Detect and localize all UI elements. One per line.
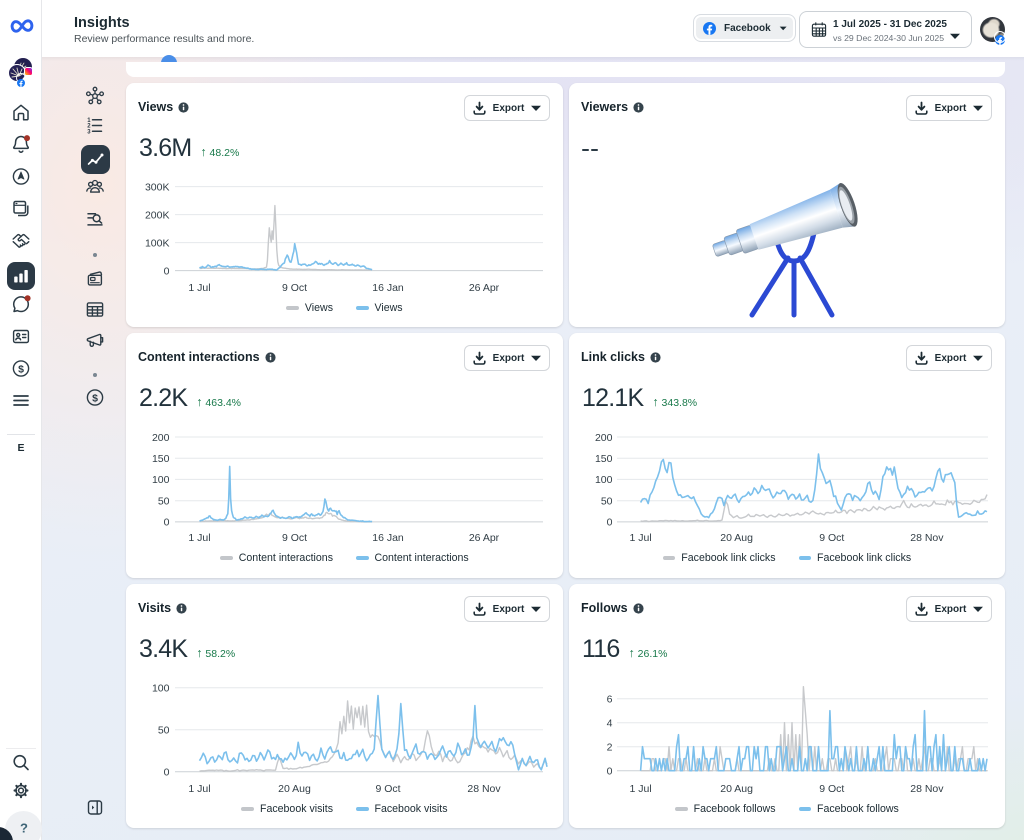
svg-text:9 Oct: 9 Oct <box>375 783 400 795</box>
svg-text:$: $ <box>18 364 24 376</box>
svg-text:100: 100 <box>152 474 170 486</box>
svg-text:9 Oct: 9 Oct <box>819 783 844 795</box>
svg-text:0: 0 <box>607 517 613 529</box>
svg-text:16 Jan: 16 Jan <box>372 532 404 544</box>
svg-text:9 Oct: 9 Oct <box>282 532 307 544</box>
svg-text:4: 4 <box>607 718 613 730</box>
svg-text:50: 50 <box>158 725 170 737</box>
svg-text:1: 1 <box>87 118 91 124</box>
svg-text:1 Jul: 1 Jul <box>630 783 652 795</box>
svg-text:3: 3 <box>87 130 91 136</box>
svg-text:16 Jan: 16 Jan <box>372 282 404 294</box>
svg-text:100: 100 <box>595 474 613 486</box>
svg-text:100K: 100K <box>145 237 170 249</box>
svg-text:20 Aug: 20 Aug <box>720 783 753 795</box>
svg-text:0: 0 <box>607 766 613 778</box>
svg-text:200K: 200K <box>145 209 170 221</box>
svg-text:6: 6 <box>607 694 613 706</box>
svg-text:0: 0 <box>164 517 170 529</box>
svg-text:28 Nov: 28 Nov <box>467 783 501 795</box>
svg-text:150: 150 <box>152 453 170 465</box>
svg-text:0: 0 <box>164 767 170 779</box>
svg-text:20 Aug: 20 Aug <box>720 532 753 544</box>
svg-text:50: 50 <box>601 496 613 508</box>
svg-text:$: $ <box>92 393 98 405</box>
svg-text:200: 200 <box>595 432 613 444</box>
svg-text:1 Jul: 1 Jul <box>188 532 210 544</box>
svg-text:200: 200 <box>152 432 170 444</box>
svg-text:?: ? <box>20 821 28 836</box>
svg-text:20 Aug: 20 Aug <box>278 783 311 795</box>
svg-text:2: 2 <box>607 742 613 754</box>
svg-text:26 Apr: 26 Apr <box>469 532 500 544</box>
svg-text:300K: 300K <box>145 181 170 193</box>
svg-text:2: 2 <box>87 124 91 130</box>
svg-text:150: 150 <box>595 453 613 465</box>
svg-text:26 Apr: 26 Apr <box>469 282 500 294</box>
svg-text:0: 0 <box>164 265 170 277</box>
svg-text:1 Jul: 1 Jul <box>188 783 210 795</box>
svg-text:28 Nov: 28 Nov <box>910 532 944 544</box>
svg-text:28 Nov: 28 Nov <box>910 783 944 795</box>
svg-text:1 Jul: 1 Jul <box>630 532 652 544</box>
svg-text:9 Oct: 9 Oct <box>819 532 844 544</box>
svg-text:50: 50 <box>158 496 170 508</box>
svg-text:9 Oct: 9 Oct <box>282 282 307 294</box>
svg-text:1 Jul: 1 Jul <box>188 282 210 294</box>
svg-text:100: 100 <box>152 683 170 695</box>
